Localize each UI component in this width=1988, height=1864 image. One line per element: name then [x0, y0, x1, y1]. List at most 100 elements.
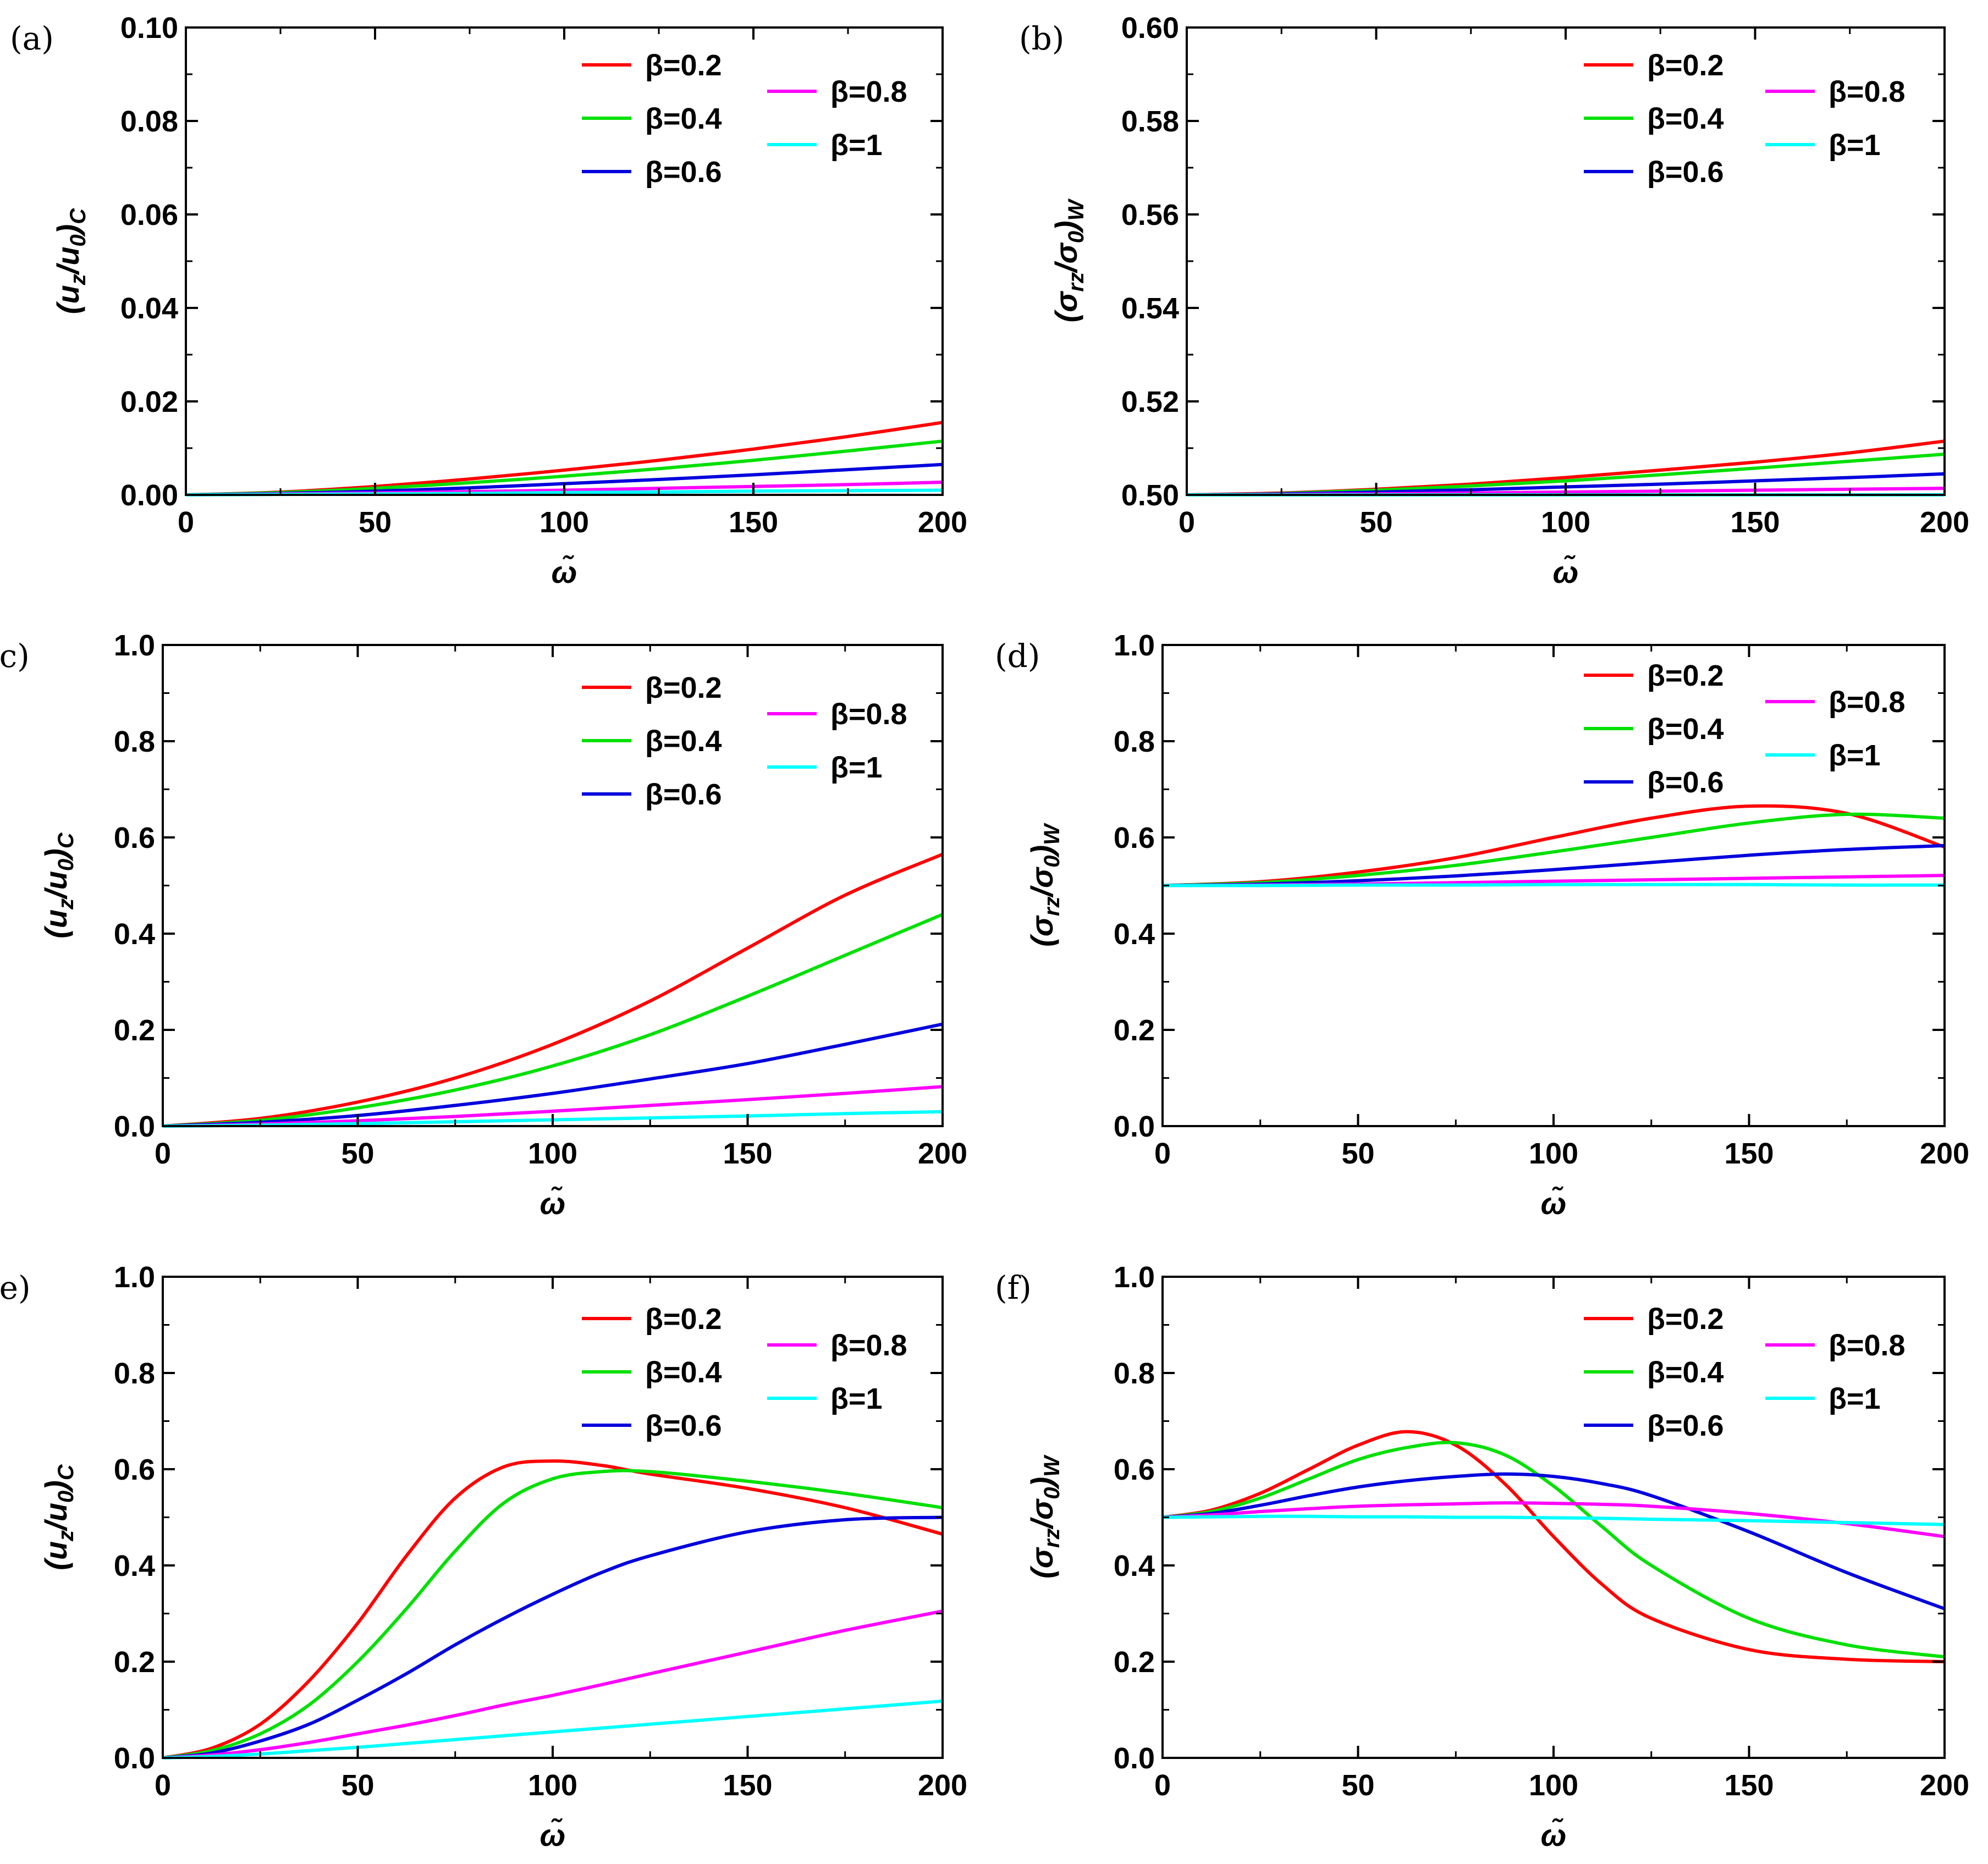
axis-label-part: ) — [51, 224, 85, 238]
axis-label-part: ) — [1049, 220, 1083, 234]
axis-label-subscript: 0 — [1064, 231, 1088, 243]
axis-label-part: /u — [38, 1503, 73, 1532]
legend: β=0.2 β=0.4 β=0.6 β=0.8 β=1 — [1584, 659, 1906, 799]
x-tick-label: 150 — [1724, 1769, 1774, 1802]
axis-label-part: /u — [51, 247, 85, 276]
panel-letter: (b) — [1019, 20, 1064, 57]
legend-entry: β=0.2 — [1647, 49, 1724, 82]
x-tick-label: 0 — [155, 1769, 171, 1802]
axis-label-subscript: 0 — [1040, 856, 1064, 868]
axis-label-part: /σ — [1025, 867, 1059, 898]
legend-entry: β=0.4 — [645, 102, 722, 135]
plot-frame — [162, 1276, 944, 1759]
series-line-0-4 — [1162, 812, 1945, 887]
legend-entry: β=1 — [1829, 129, 1881, 162]
legend-entry: β=1 — [830, 751, 883, 784]
series-line-1 — [1162, 883, 1945, 887]
chart-panel-3: (c) 0 50 100 150 200 0.0 0.2 0.4 0.6 0.8 1.0 ω̃ (uz/u… — [0, 629, 967, 1221]
axis-label-part: /σ — [1025, 1498, 1059, 1530]
x-tick-label: 150 — [1724, 1137, 1774, 1170]
y-tick-label: 0.2 — [1114, 1646, 1155, 1679]
y-tick-label: 0.02 — [120, 385, 178, 418]
series-line-0-6 — [162, 1515, 943, 1760]
axis-label-subscript: C — [54, 1464, 78, 1480]
y-tick-label: 0.4 — [1114, 918, 1155, 951]
x-tick-label: 150 — [729, 506, 778, 539]
axis-label-part: (σ — [1049, 291, 1083, 323]
legend-entry: β=0.8 — [830, 698, 907, 731]
x-tick-label: 0 — [1154, 1769, 1171, 1802]
x-tick-label: 150 — [723, 1769, 772, 1802]
axis-label-part: (u — [51, 285, 85, 314]
plot-frame — [185, 26, 944, 496]
y-axis-label: (uz/u0)C — [38, 832, 78, 939]
y-tick-label: 0.4 — [1114, 1549, 1155, 1582]
axis-label-subscript: W — [1040, 823, 1064, 845]
legend-entry: β=0.4 — [645, 1356, 722, 1389]
axis-label-part: ) — [38, 1480, 73, 1493]
axis-label-part: (u — [38, 909, 73, 939]
x-tick-label: 100 — [528, 1769, 577, 1802]
series-line-0-4 — [1162, 1441, 1945, 1659]
x-tick-label: 150 — [1730, 506, 1780, 539]
legend-entry: β=0.2 — [645, 49, 722, 82]
axis-label-subscript: W — [1064, 198, 1088, 220]
legend-entry: β=0.6 — [1647, 766, 1724, 799]
x-tick-label: 100 — [539, 506, 589, 539]
axis-label-subscript: rz — [1040, 1529, 1064, 1548]
x-axis-label: ω̃ — [1541, 1818, 1567, 1852]
y-tick-label: 0.4 — [114, 1549, 155, 1582]
y-tick-label: 0.56 — [1121, 198, 1179, 231]
series-lines — [1162, 804, 1945, 887]
axis-label-subscript: rz — [1064, 272, 1088, 292]
axis-label-subscript: rz — [1040, 897, 1064, 917]
x-tick-label: 200 — [1920, 1769, 1969, 1802]
y-tick-label: 0.6 — [1114, 1453, 1155, 1486]
legend-entry: β=0.6 — [645, 156, 722, 189]
y-tick-label: 1.0 — [114, 1261, 155, 1294]
y-tick-label: 0.58 — [1121, 105, 1179, 138]
x-axis-label: ω̃ — [540, 1818, 566, 1852]
legend-entry: β=0.6 — [1647, 156, 1724, 189]
chart-panel-5: (e) 0 50 100 150 200 0.0 0.2 0.4 0.6 0.8 1.0 ω̃ (uz/u… — [0, 1261, 967, 1852]
panel-letter: (a) — [10, 20, 54, 57]
y-tick-label: 0.08 — [120, 105, 178, 138]
x-tick-label: 0 — [155, 1137, 171, 1170]
x-tick-label: 0 — [1154, 1137, 1171, 1170]
legend: β=0.2 β=0.4 β=0.6 β=0.8 β=1 — [1584, 1303, 1906, 1442]
legend-entry: β=0.4 — [645, 725, 722, 758]
x-tick-label: 150 — [723, 1137, 772, 1170]
x-axis-label: ω̃ — [1541, 1186, 1567, 1221]
legend-entry: β=0.2 — [645, 1303, 722, 1336]
y-axis-label: (uz/u0)C — [38, 1464, 78, 1570]
y-tick-label: 0.0 — [114, 1110, 155, 1143]
x-tick-label: 0 — [1179, 506, 1195, 539]
legend: β=0.2 β=0.4 β=0.6 β=0.8 β=1 — [582, 671, 907, 811]
y-tick-label: 1.0 — [114, 629, 155, 662]
x-tick-label: 50 — [1341, 1137, 1374, 1170]
x-tick-label: 100 — [528, 1137, 577, 1170]
y-tick-label: 1.0 — [1114, 629, 1155, 662]
axis-label-part: /u — [38, 871, 73, 900]
series-line-1 — [1162, 1514, 1945, 1526]
chart-panel-6: (f) 0 50 100 150 200 0.0 0.2 0.4 0.6 0.8 1.0 ω̃ (σrz/… — [995, 1261, 1969, 1852]
series-line-0-4 — [162, 1469, 943, 1760]
axis-label-subscript: C — [54, 832, 78, 848]
y-tick-label: 0.54 — [1121, 292, 1179, 325]
y-tick-label: 1.0 — [1114, 1261, 1155, 1294]
y-tick-label: 0.10 — [120, 12, 178, 45]
axis-label-subscript: 0 — [66, 234, 90, 246]
legend-entry: β=1 — [830, 129, 883, 162]
y-tick-label: 0.2 — [114, 1014, 155, 1047]
panel-letter: (c) — [0, 637, 30, 675]
series-line-0-2 — [162, 1459, 943, 1760]
axis-label-subscript: 0 — [1040, 1487, 1064, 1499]
legend-entry: β=0.8 — [1829, 1329, 1906, 1362]
legend-entry: β=0.2 — [1647, 659, 1724, 692]
y-axis-label: (σrz/σ0)W — [1025, 1454, 1064, 1579]
axis-label-subscript: z — [54, 1530, 78, 1542]
series-lines — [1162, 1430, 1946, 1663]
axis-label-part: ) — [1025, 1477, 1059, 1490]
series-line-1 — [162, 1699, 943, 1760]
legend-entry: β=0.2 — [645, 671, 722, 704]
